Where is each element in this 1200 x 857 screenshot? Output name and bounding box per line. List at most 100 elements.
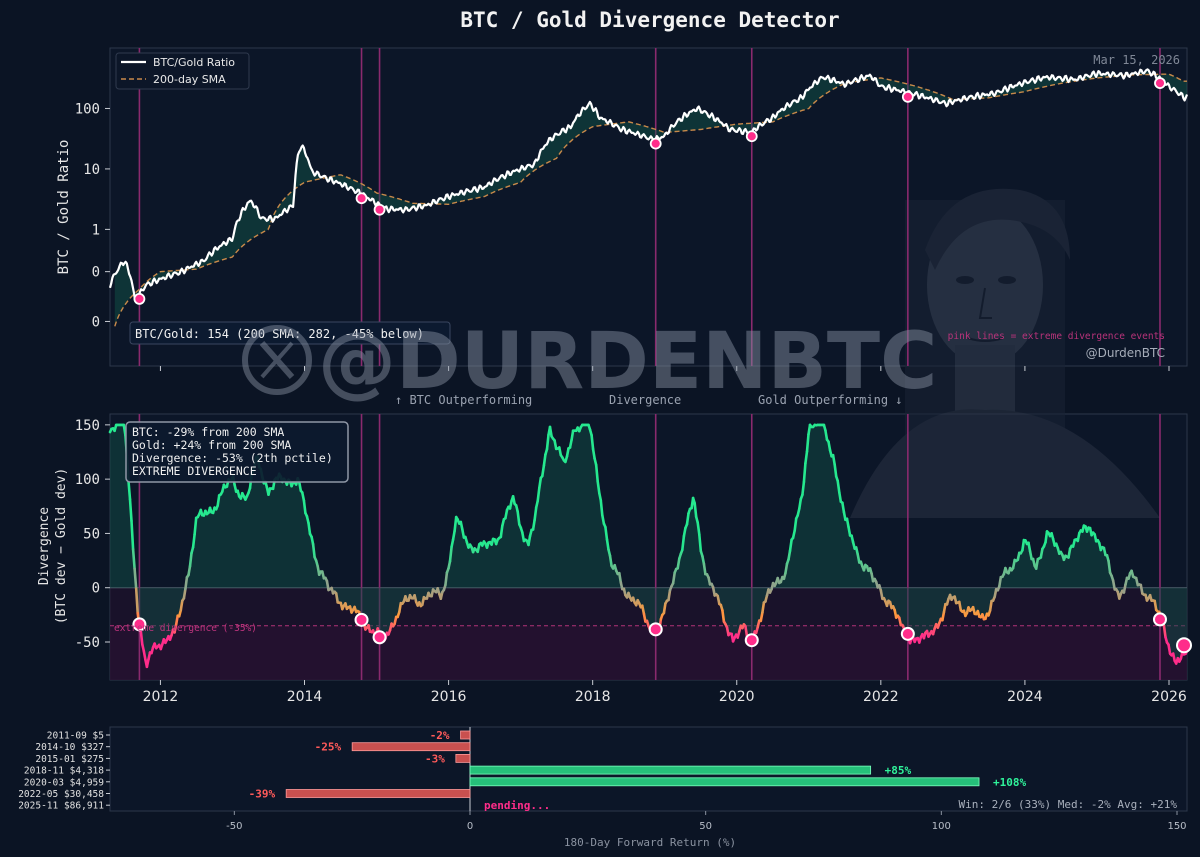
divergence-line-segment — [957, 600, 963, 612]
divergence-line-segment — [682, 526, 687, 538]
current-ratio-text: BTC/Gold: 154 (200 SMA: 282, -45% below) — [135, 327, 424, 341]
divergence-line-segment — [1027, 541, 1032, 553]
divergence-line-segment — [397, 601, 403, 614]
mid-xtick-label: 2012 — [143, 689, 179, 705]
divergence-line-segment — [504, 508, 509, 520]
legend: BTC/Gold Ratio 200-day SMA — [115, 52, 250, 90]
divergence-line-segment — [761, 601, 766, 614]
divergence-line-segment — [662, 602, 667, 615]
divergence-line-segment — [997, 575, 1003, 588]
divergence-line-segment — [444, 571, 449, 587]
bottom-category-label: 2020-03 $4,959 — [24, 777, 104, 788]
divergence-line-segment — [334, 592, 340, 604]
divergence-line-segment — [837, 490, 843, 503]
divergence-line-segment — [600, 513, 606, 526]
divergence-line-segment — [548, 425, 553, 438]
divergence-line-segment — [193, 516, 198, 536]
divergence-line-segment — [182, 587, 187, 600]
divergence-line-segment — [191, 533, 196, 549]
divergence-line-segment — [801, 480, 806, 497]
top-ytick-label: 10 — [83, 162, 100, 178]
top-event-marker — [649, 137, 662, 150]
bottom-xtick-label: 150 — [1167, 821, 1186, 832]
divergence-line-segment — [642, 612, 647, 623]
divergence-line-segment — [716, 594, 721, 606]
bottom-category-label: 2018-11 $4,318 — [24, 766, 104, 777]
divergence-line-segment — [640, 604, 646, 616]
mid-xtick-label: 2020 — [719, 689, 755, 705]
divergence-line-segment — [174, 614, 179, 626]
header-left: ↑ BTC Outperforming — [395, 393, 532, 407]
divergence-line-segment — [460, 527, 466, 539]
mid-event-marker — [744, 633, 759, 648]
bottom-bar-label: +108% — [993, 776, 1026, 789]
divergence-line-segment — [184, 576, 189, 591]
top-event-marker — [745, 130, 758, 143]
divergence-line-segment — [127, 479, 132, 501]
divergence-line-segment — [122, 423, 127, 437]
divergence-line-segment — [216, 494, 221, 507]
divergence-line-segment — [133, 567, 138, 591]
divergence-line-segment — [1021, 538, 1026, 552]
divergence-line-segment — [759, 611, 764, 623]
divergence-line-segment — [1167, 643, 1172, 656]
divergence-line-segment — [599, 499, 604, 517]
divergence-line-segment — [804, 450, 809, 465]
bottom-xtick-label: 0 — [467, 821, 473, 832]
bottom-category-label: 2025-11 $86,911 — [18, 801, 104, 812]
divergence-line-segment — [701, 554, 706, 566]
divergence-line-segment — [591, 447, 596, 460]
divergence-line-segment — [942, 602, 947, 614]
bottom-xtick-label: 50 — [699, 821, 712, 832]
mid-xtick-label: 2022 — [863, 689, 899, 705]
divergence-line-segment — [847, 525, 852, 537]
mid-ytick-label: 0 — [92, 581, 100, 597]
divergence-line-segment — [1067, 547, 1072, 559]
divergence-line-segment — [676, 557, 681, 570]
divergence-line-segment — [565, 447, 570, 458]
mid-event-marker — [900, 626, 915, 641]
mid-xtick-label: 2018 — [575, 689, 611, 705]
divergence-line-segment — [856, 552, 861, 564]
info-line-btc: BTC: -29% from 200 SMA — [132, 425, 284, 439]
bottom-bar — [469, 777, 980, 787]
divergence-line-segment — [988, 599, 993, 612]
mid-ytick-label: 100 — [75, 472, 100, 488]
current-ratio-box — [129, 321, 451, 345]
divergence-line-segment — [537, 476, 543, 490]
divergence-line-segment — [797, 497, 803, 511]
divergence-line-segment — [307, 521, 312, 536]
extreme-zone — [110, 625, 1187, 680]
mid-event-marker — [354, 612, 369, 627]
divergence-line-segment — [604, 525, 609, 541]
divergence-line-segment — [805, 432, 810, 453]
divergence-line-segment — [841, 501, 846, 514]
bottom-bar — [469, 765, 872, 775]
x-logo-icon — [242, 325, 312, 395]
legend-ratio-label: BTC/Gold Ratio — [153, 56, 235, 69]
bottom-bar — [285, 789, 471, 798]
divergence-line-segment — [553, 439, 558, 451]
divergence-line-segment — [680, 534, 686, 552]
top-ylabel: BTC / Gold Ratio — [56, 140, 72, 275]
divergence-line-segment — [128, 497, 133, 523]
mid-ytick-label: 50 — [83, 526, 100, 542]
bottom-category-label: 2015-01 $275 — [35, 754, 104, 765]
mid-ylabel-line2: (BTC dev − Gold dev) — [54, 468, 69, 625]
divergence-line-segment — [570, 429, 575, 442]
divergence-line-segment — [744, 624, 749, 638]
divergence-line-segment — [693, 501, 698, 519]
bottom-xtick-label: 100 — [932, 821, 951, 832]
mid-xtick-label: 2024 — [1007, 689, 1043, 705]
divergence-line-segment — [697, 533, 703, 553]
divergence-line-segment — [824, 428, 829, 441]
divergence-line-segment — [179, 599, 184, 612]
ratio-series-line — [108, 68, 1189, 302]
divergence-line-segment — [527, 534, 532, 547]
divergence-line-segment — [1107, 559, 1112, 575]
divergence-line-segment — [836, 479, 841, 494]
divergence-line-segment — [845, 517, 850, 529]
bottom-category-label: 2022-05 $30,458 — [18, 789, 104, 800]
divergence-line-segment — [667, 588, 672, 602]
divergence-line-segment — [702, 562, 707, 576]
